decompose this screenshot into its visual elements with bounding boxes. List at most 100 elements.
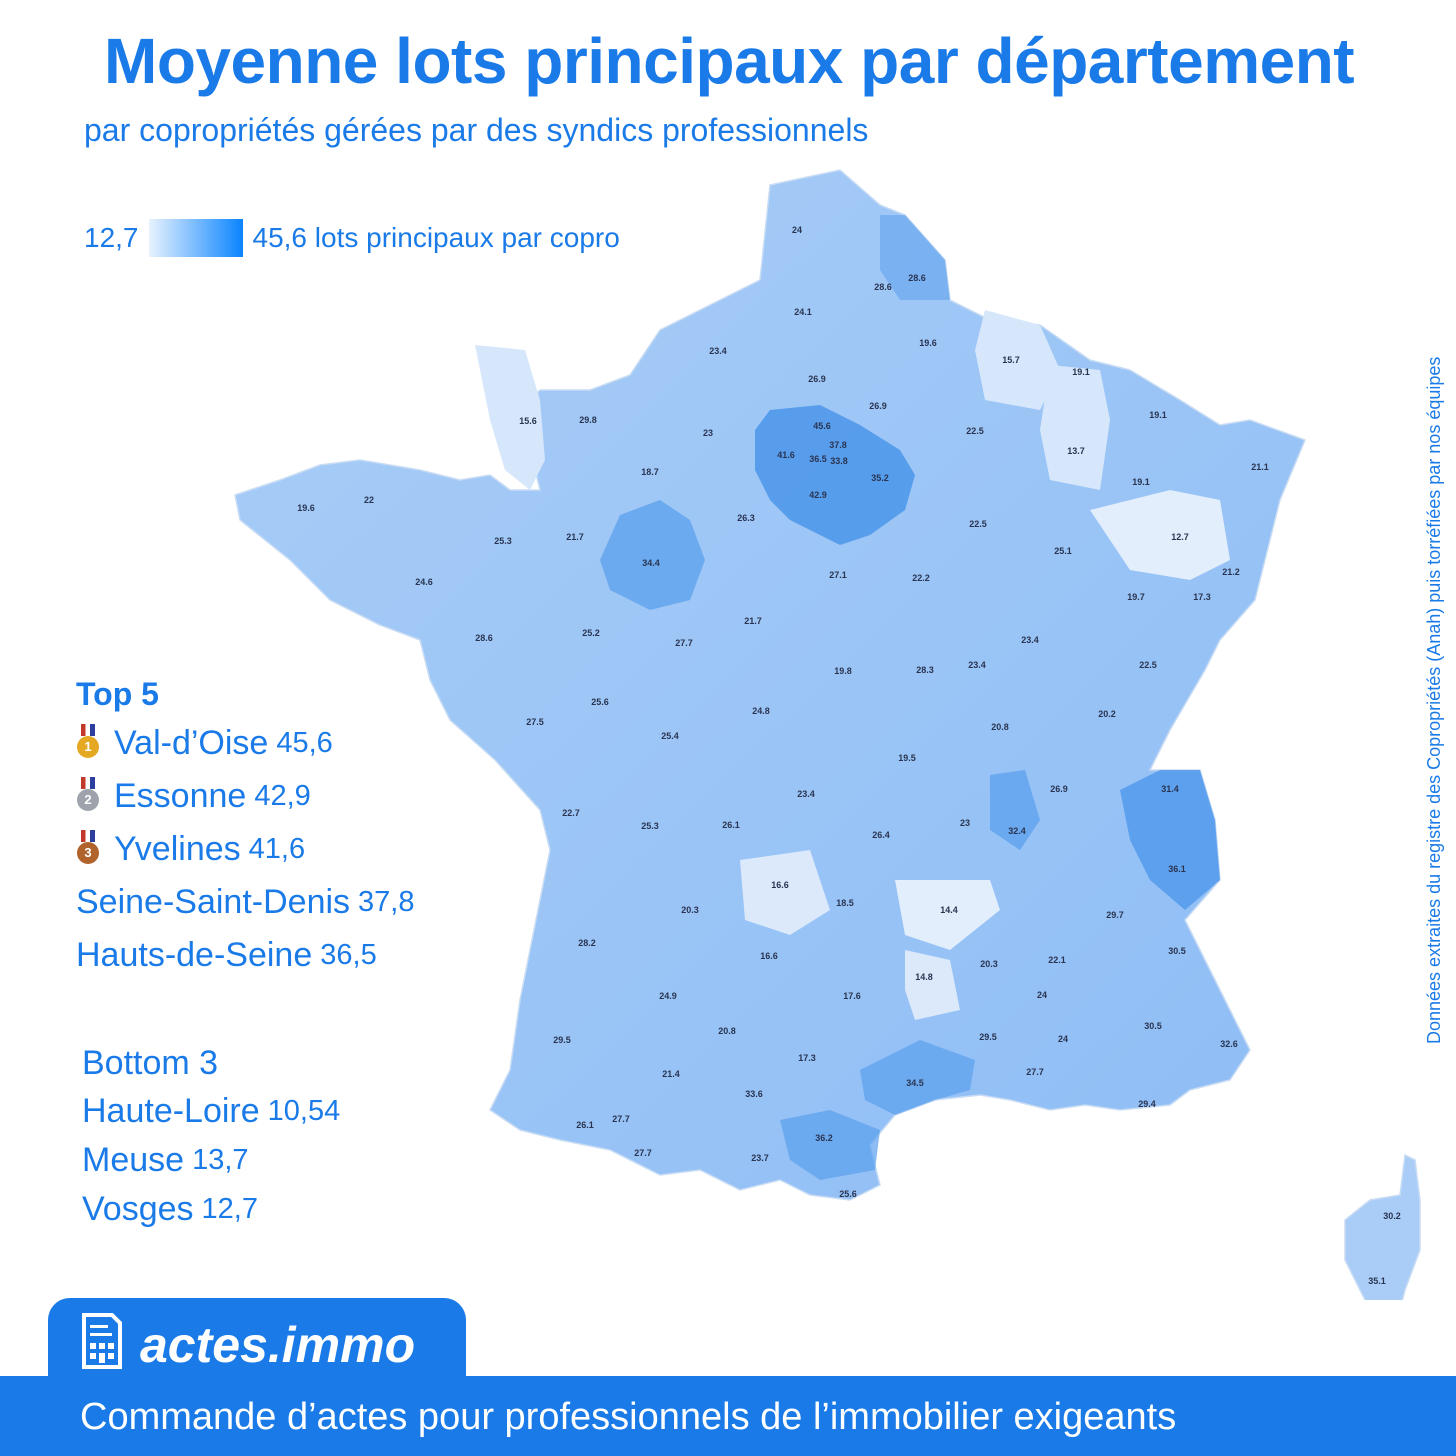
top5-item: Seine-Saint-Denis 37,8: [76, 876, 414, 929]
rhone-region: [990, 770, 1040, 850]
department-value-label: 28.6: [475, 633, 493, 643]
legend-min-label: 12,7: [84, 222, 139, 253]
department-value-label: 22.1: [1048, 955, 1066, 965]
department-value-label: 24: [1037, 990, 1047, 1000]
brand-tab: [48, 1298, 466, 1394]
department-value-label: 26.9: [869, 401, 887, 411]
department-value-label: 34.4: [642, 558, 660, 568]
department-value-label: 29.7: [1106, 910, 1124, 920]
bottom3-value: 13,7: [192, 1144, 249, 1176]
department-value-label: 23.7: [751, 1153, 769, 1163]
department-value-label: 23: [703, 428, 713, 438]
department-value-label: 45.6: [813, 421, 831, 431]
department-value-label: 32.6: [1220, 1039, 1238, 1049]
aude-region: [780, 1110, 880, 1180]
department-value-label: 15.6: [519, 416, 537, 426]
department-value-label: 23.4: [797, 789, 815, 799]
bottom3-value: 10,54: [267, 1095, 341, 1127]
department-value-label: 37.8: [829, 440, 847, 450]
meuse-region: [1040, 365, 1110, 490]
department-value-label: 24: [792, 225, 802, 235]
top5-value: 36,5: [320, 939, 377, 971]
top5-name: Hauts-de-Seine: [76, 936, 313, 974]
department-value-label: 13.7: [1067, 446, 1085, 456]
department-value-label: 27.7: [675, 638, 693, 648]
legend-max-label: 45,6 lots principaux par copro: [252, 222, 620, 253]
france-departments-map: 24 28.6 28.6 24.1 23.4 19.6 15.7 19.1 26.9 26.9 29…: [234, 169, 1421, 1300]
department-value-label: 20.2: [1098, 709, 1116, 719]
mainland-france-shape: [234, 169, 1306, 1201]
department-value-label: 19.7: [1127, 592, 1145, 602]
department-value-label: 29.5: [553, 1035, 571, 1045]
department-value-label: 14.4: [940, 905, 958, 915]
department-value-label: 17.6: [843, 991, 861, 1001]
department-value-label: 29.8: [579, 415, 597, 425]
department-value-label: 31.4: [1161, 784, 1179, 794]
department-value-label: 35.2: [871, 473, 889, 483]
department-value-label: 25.6: [591, 697, 609, 707]
top5-heading: Top 5: [76, 676, 159, 712]
lozere-region: [905, 950, 960, 1020]
department-value-labels: 24 28.6 28.6 24.1 23.4 19.6 15.7 19.1 26.9 26.9 29…: [297, 225, 1401, 1286]
bottom3-name: Haute-Loire: [82, 1092, 260, 1130]
department-value-label: 30.2: [1383, 1211, 1401, 1221]
department-value-label: 23.4: [1021, 635, 1039, 645]
department-value-label: 19.5: [898, 753, 916, 763]
department-value-label: 33.6: [745, 1089, 763, 1099]
top5-item: 2 Essonne 42,9: [76, 770, 414, 823]
medal-rank: 3: [77, 841, 99, 864]
correze-region: [740, 850, 830, 935]
department-value-label: 21.4: [662, 1069, 680, 1079]
top5-name: Val-d’Oise: [114, 724, 269, 762]
department-value-label: 17.3: [1193, 592, 1211, 602]
department-value-label: 18.5: [836, 898, 854, 908]
footer-tagline: Commande d’actes pour professionnels de …: [80, 1396, 1177, 1438]
manche-region: [475, 345, 545, 490]
department-value-label: 18.7: [641, 467, 659, 477]
top5-item: 3 Yvelines 41,6: [76, 823, 414, 876]
sarthe-region: [600, 500, 705, 610]
department-value-label: 22.5: [1139, 660, 1157, 670]
herault-region: [860, 1040, 975, 1115]
department-value-label: 26.1: [576, 1120, 594, 1130]
bronze-medal-icon: 3: [76, 829, 100, 870]
department-value-label: 16.6: [771, 880, 789, 890]
department-value-label: 12.7: [1171, 532, 1189, 542]
department-value-label: 29.5: [979, 1032, 997, 1042]
top5-name: Yvelines: [114, 830, 241, 868]
department-value-label: 16.6: [760, 951, 778, 961]
department-value-label: 24.6: [415, 577, 433, 587]
top5-item: 1 Val-d’Oise 45,6: [76, 717, 414, 770]
department-value-label: 36.2: [815, 1133, 833, 1143]
department-value-label: 24.8: [752, 706, 770, 716]
department-value-label: 26.9: [808, 374, 826, 384]
department-value-label: 24.9: [659, 991, 677, 1001]
ardennes-region: [975, 310, 1060, 410]
department-value-label: 17.3: [798, 1053, 816, 1063]
department-value-label: 25.2: [582, 628, 600, 638]
bottom3-item: Meuse 13,7: [82, 1136, 340, 1185]
medal-rank: 2: [77, 788, 99, 811]
department-value-label: 27.7: [1026, 1067, 1044, 1077]
department-value-label: 25.1: [1054, 546, 1072, 556]
department-value-label: 23: [960, 818, 970, 828]
gold-medal-icon: 1: [76, 723, 100, 764]
department-value-label: 33.8: [830, 456, 848, 466]
brand-name: actes.immo: [140, 1317, 416, 1373]
building-document-icon: [82, 1313, 122, 1369]
page-subtitle: par copropriétés gérées par des syndics …: [84, 112, 869, 148]
department-value-label: 22.5: [966, 426, 984, 436]
color-scale-legend: 12,7 45,6 lots principaux par copro: [84, 218, 620, 258]
department-value-label: 19.1: [1132, 477, 1150, 487]
page-title: Moyenne lots principaux par département: [104, 25, 1355, 97]
bottom3-name: Vosges: [82, 1190, 194, 1228]
department-value-label: 20.8: [991, 722, 1009, 732]
vosges-region: [1090, 490, 1230, 580]
medal-rank: 1: [77, 735, 99, 758]
department-value-label: 29.4: [1138, 1099, 1156, 1109]
department-value-label: 23.4: [968, 660, 986, 670]
top5-value: 45,6: [276, 727, 333, 759]
department-value-label: 28.6: [874, 282, 892, 292]
top5-name: Seine-Saint-Denis: [76, 883, 351, 921]
department-value-label: 26.3: [737, 513, 755, 523]
